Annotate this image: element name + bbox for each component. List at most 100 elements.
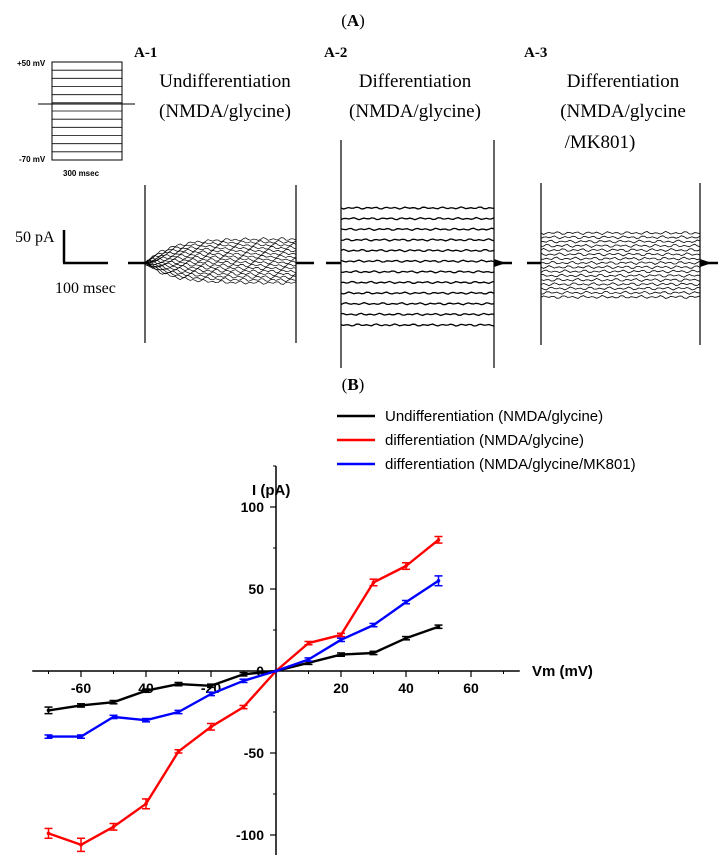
legend-label-differentiation-mk801: differentiation (NMDA/glycine/MK801)	[385, 456, 636, 473]
series-differentiation	[44, 535, 443, 853]
chart-legend: Undifferentiation (NMDA/glycine) differe…	[337, 408, 636, 473]
data-point	[306, 657, 311, 662]
protocol-bottom-label: -70 mV	[19, 155, 46, 164]
subpanel-a1-title-line1: Undifferentiation	[159, 71, 291, 92]
data-point	[79, 703, 83, 708]
data-point	[339, 652, 343, 657]
current-trace	[340, 216, 495, 221]
data-point	[209, 724, 213, 729]
current-trace	[144, 248, 297, 263]
chart-series	[44, 535, 443, 853]
current-trace	[340, 291, 495, 295]
current-trace	[540, 282, 701, 287]
data-point	[144, 718, 148, 722]
subpanel-a3-title-line1: Differentiation	[567, 71, 680, 92]
data-point	[144, 802, 148, 806]
scale-bar: 50 pA 100 msec	[15, 229, 116, 297]
data-point	[339, 633, 343, 637]
current-trace	[340, 323, 495, 327]
y-tick-label: 100	[241, 499, 265, 515]
subpanel-a3-traces	[527, 183, 718, 345]
data-point	[339, 638, 343, 642]
series-line-differentiation	[48, 538, 440, 846]
current-trace	[540, 265, 701, 270]
y-tick-label: 50	[248, 581, 264, 597]
current-trace	[144, 245, 297, 264]
panel-a-label: (A)	[341, 11, 365, 30]
data-point	[241, 705, 246, 709]
data-point	[176, 749, 181, 754]
current-trace	[340, 270, 495, 274]
data-point	[111, 825, 116, 829]
current-trace	[540, 273, 701, 278]
subpanel-a2-title-line2: (NMDA/glycine)	[349, 101, 481, 122]
data-point	[111, 700, 116, 704]
current-trace	[540, 277, 701, 282]
tail-current	[494, 259, 506, 267]
legend-label-undifferentiation: Undifferentiation (NMDA/glycine)	[385, 408, 603, 425]
subpanel-a3-id: A-3	[524, 45, 547, 61]
data-point	[241, 679, 246, 683]
current-trace	[144, 242, 297, 263]
data-point	[46, 708, 51, 713]
scale-bar-time-label: 100 msec	[55, 280, 116, 297]
data-point	[176, 710, 181, 714]
current-trace	[540, 295, 701, 299]
panel-a: (A) +50 mV -70 mV 300 msec 50 pA 100 mse…	[15, 11, 718, 368]
legend-label-differentiation: differentiation (NMDA/glycine)	[385, 432, 584, 449]
current-trace	[340, 280, 495, 285]
data-point	[371, 651, 376, 655]
current-trace	[540, 230, 701, 236]
current-trace	[144, 254, 297, 265]
current-trace	[340, 301, 495, 306]
data-point	[79, 734, 83, 739]
data-point	[144, 688, 148, 693]
panel-b-label: (B)	[342, 375, 365, 394]
current-trace	[540, 260, 701, 265]
y-tick-label: -50	[244, 745, 264, 761]
current-trace	[144, 251, 297, 263]
current-trace	[340, 248, 495, 253]
data-point	[404, 564, 408, 568]
panel-a-letter: A	[347, 11, 360, 30]
x-tick-label: -60	[71, 680, 91, 696]
data-point	[404, 600, 408, 604]
current-trace	[540, 269, 701, 274]
current-trace	[540, 256, 701, 261]
data-point	[209, 683, 213, 688]
current-trace	[144, 263, 297, 285]
current-trace	[540, 243, 701, 248]
current-trace	[145, 262, 297, 277]
data-point	[209, 692, 213, 696]
subpanel-a3-title-line3: /MK801)	[565, 132, 636, 153]
data-point	[404, 636, 408, 640]
data-point	[176, 682, 181, 686]
current-trace	[540, 239, 701, 244]
subpanel-a3-title-line2: (NMDA/glycine	[560, 101, 686, 122]
current-trace	[540, 235, 701, 240]
data-point	[436, 538, 441, 542]
protocol-top-label: +50 mV	[17, 59, 46, 68]
current-trace	[340, 227, 495, 232]
x-tick-label: 40	[398, 680, 414, 696]
current-trace	[144, 264, 297, 283]
data-point	[371, 623, 376, 627]
tail-current	[700, 259, 712, 267]
x-tick-label: 60	[463, 680, 479, 696]
data-point	[436, 624, 441, 629]
current-trace	[144, 257, 297, 264]
series-differentiation-mk801	[44, 575, 443, 739]
data-point	[46, 831, 51, 836]
data-point	[111, 715, 116, 719]
subpanel-a1-id: A-1	[134, 45, 157, 61]
protocol-duration-label: 300 msec	[63, 169, 100, 178]
current-trace	[144, 262, 297, 274]
current-trace	[144, 261, 297, 271]
series-undifferentiation	[44, 624, 443, 715]
subpanel-a1-traces	[128, 185, 314, 343]
x-tick-label: 20	[333, 680, 349, 696]
series-line-differentiation-mk801	[48, 579, 440, 738]
data-point	[306, 641, 311, 645]
data-point	[371, 580, 376, 585]
